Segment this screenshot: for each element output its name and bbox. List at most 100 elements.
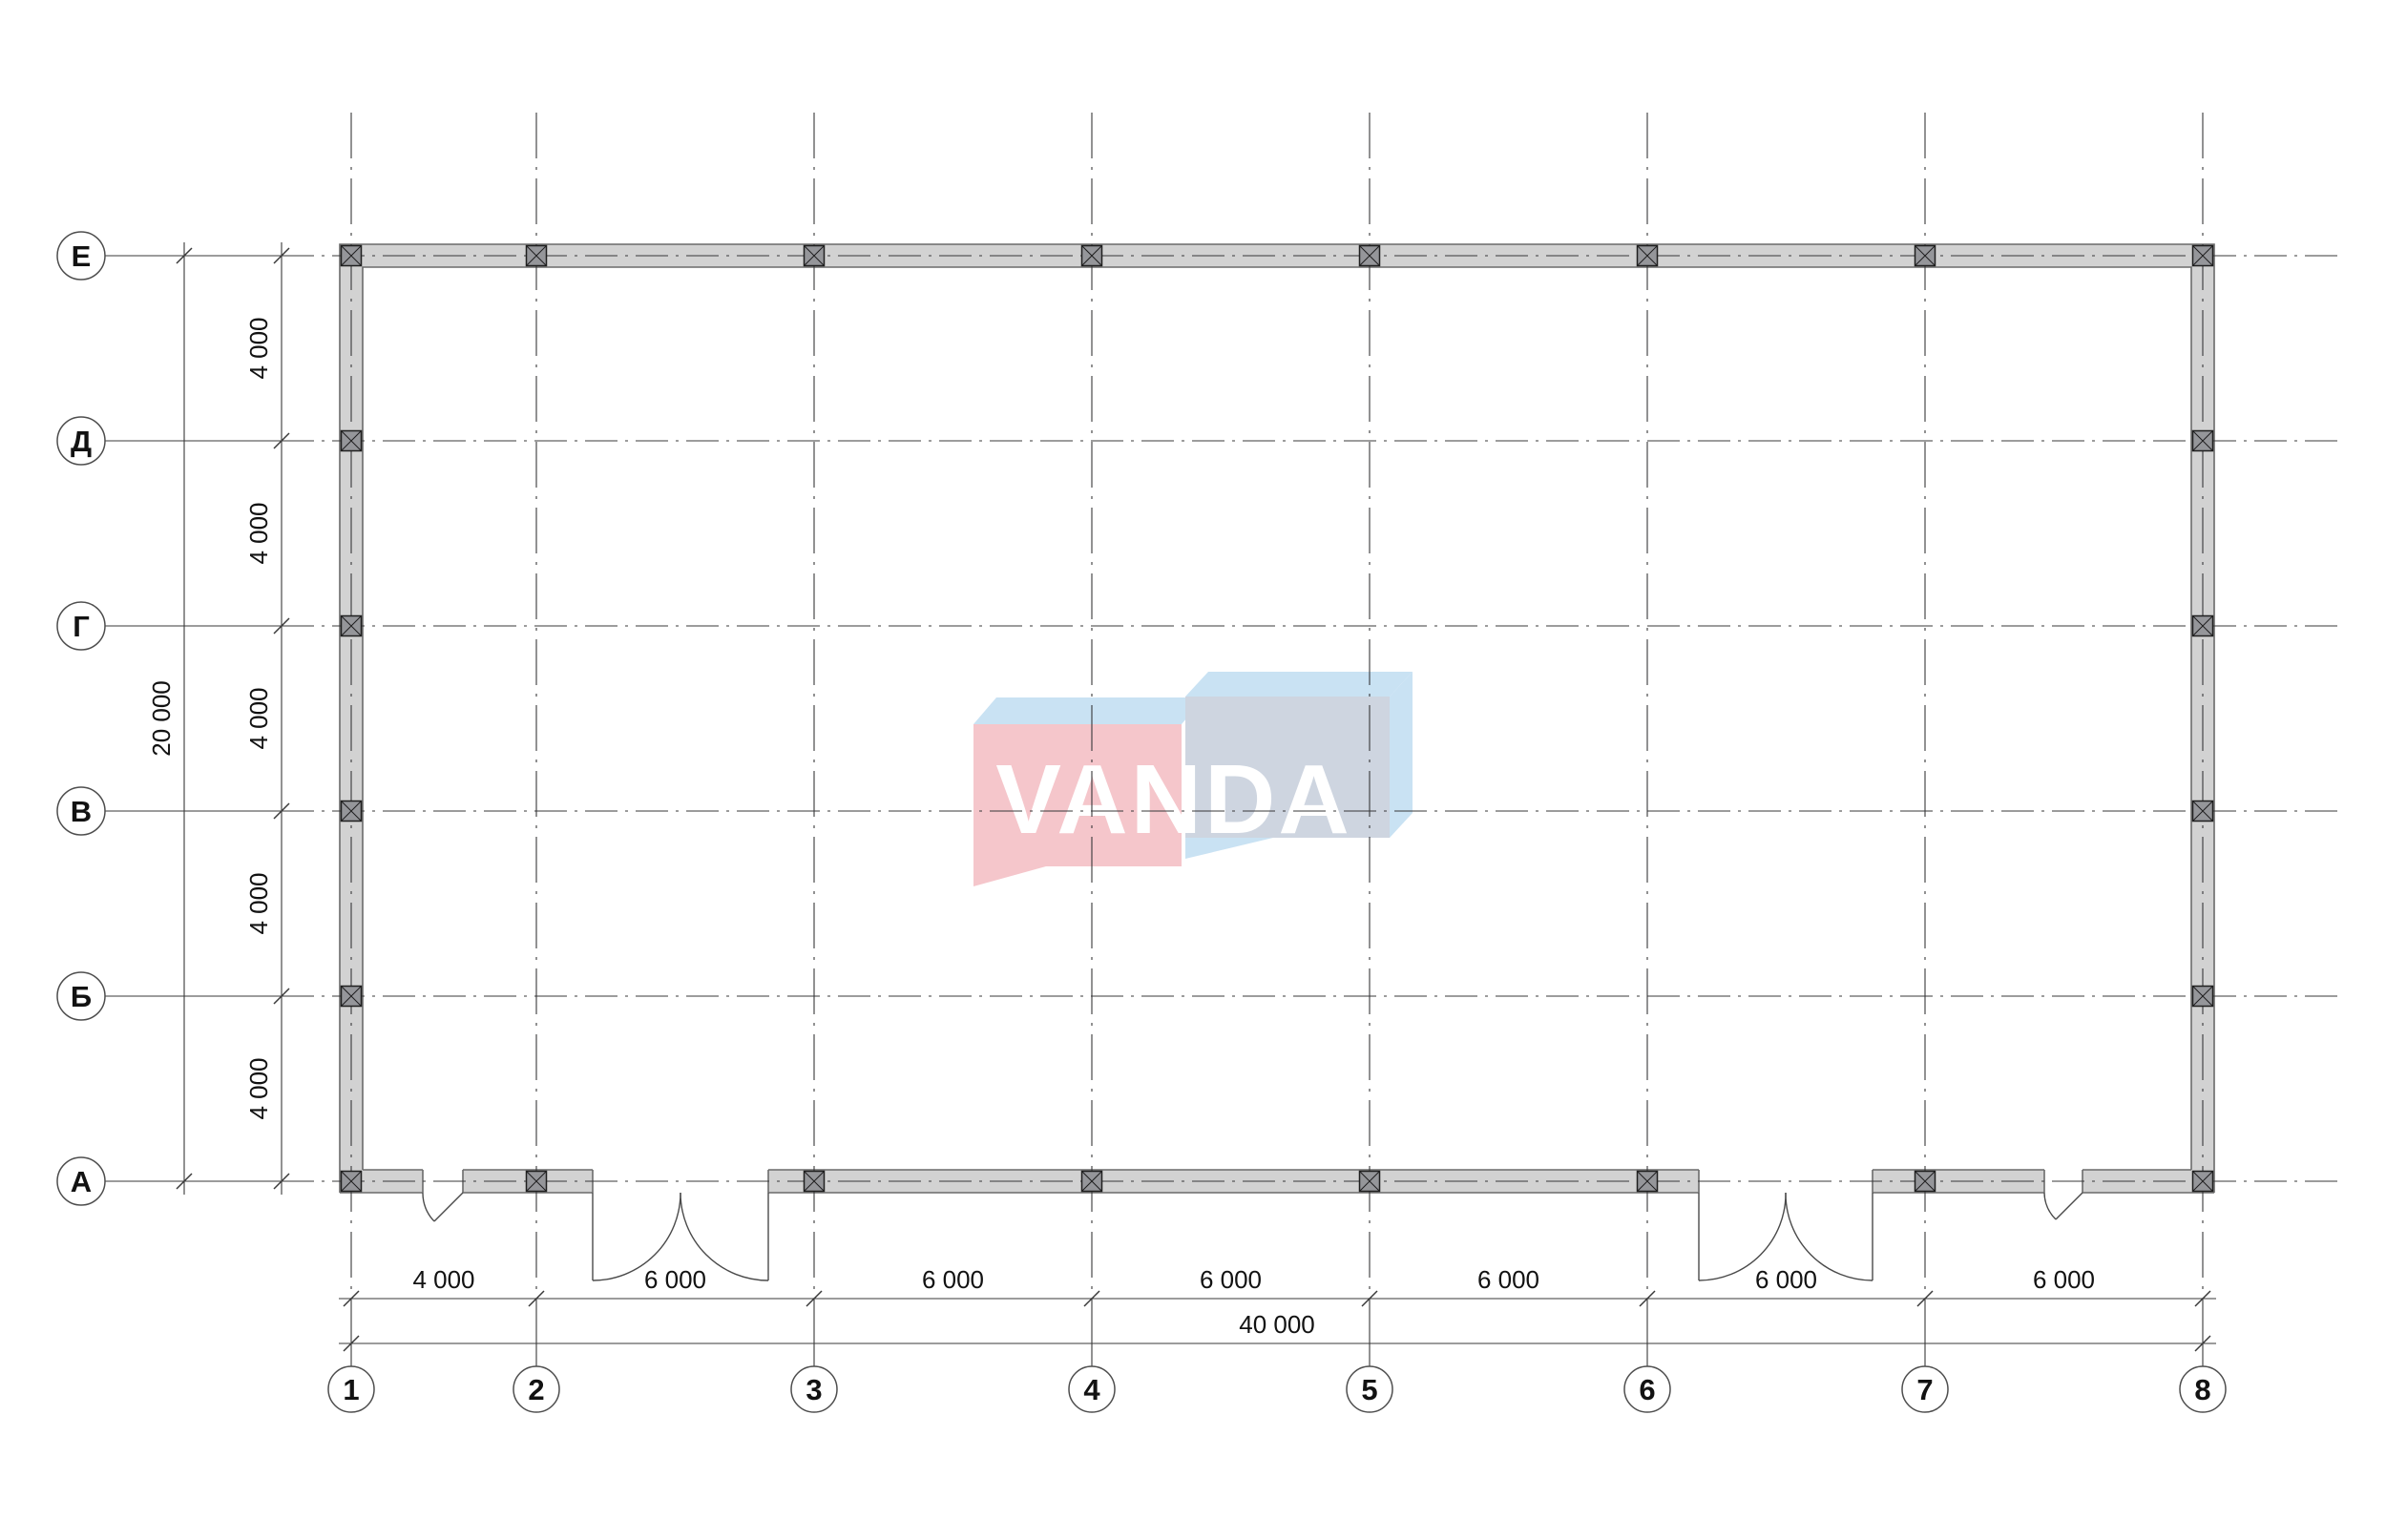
column-marker-cross: [341, 245, 362, 266]
left-dim-label: 4 000: [244, 502, 273, 564]
axis-bubble-col-label: 8: [2194, 1373, 2210, 1406]
axis-bubble-row-Д: [56, 416, 106, 466]
double-door-right-swing-arc: [1785, 1192, 1873, 1281]
wall-bottom-edges: [340, 1169, 423, 1194]
column-marker-cross: [526, 1171, 547, 1192]
column-marker-cross: [1081, 245, 1102, 266]
column-marker-cross: [341, 430, 362, 451]
column-marker-cross: [341, 615, 362, 636]
single-door-leaf: [433, 1192, 464, 1222]
column-marker-cross: [2192, 245, 2213, 266]
single-door-swing-arc: [422, 1192, 435, 1222]
axis-bubble-col-label: 5: [1361, 1373, 1377, 1406]
single-door-leaf: [2055, 1192, 2083, 1220]
dim-tick: [806, 1290, 823, 1307]
left-dim-label: 4 000: [244, 687, 273, 749]
column-marker-cross: [1915, 245, 1936, 266]
dim-tick: [2194, 1335, 2211, 1352]
dim-tick: [343, 1290, 360, 1307]
column-marker-cross: [2192, 430, 2213, 451]
axis-bubble-row-Б: [56, 971, 106, 1021]
dim-tick: [273, 1173, 290, 1190]
double-door-left-swing-arc: [1698, 1192, 1787, 1281]
column-marker-cross: [1359, 1171, 1380, 1192]
column-marker-cross: [341, 986, 362, 1007]
axis-bubble-col-5: [1346, 1365, 1393, 1413]
bottom-dim-label: 6 000: [1755, 1265, 1817, 1294]
bottom-dim-label: 6 000: [644, 1265, 706, 1294]
axis-bubble-col-label: 7: [1916, 1373, 1933, 1406]
wall-bottom-edges: [2083, 1169, 2214, 1194]
axis-bubble-col-1: [327, 1365, 375, 1413]
axis-bubble-row-label: В: [71, 795, 92, 828]
dim-tick: [1083, 1290, 1100, 1307]
bottom-dim-label: 6 000: [2033, 1265, 2095, 1294]
axis-bubble-col-3: [790, 1365, 838, 1413]
bottom-dim-total-label: 40 000: [1239, 1310, 1315, 1339]
bottom-dim-label: 4 000: [412, 1265, 474, 1294]
column-marker-cross: [804, 1171, 825, 1192]
dim-tick: [273, 247, 290, 264]
logo-right-box-bottom-wedge: [1185, 838, 1273, 859]
column-marker-cross: [1359, 245, 1380, 266]
dim-tick: [273, 802, 290, 820]
dim-tick: [176, 1173, 193, 1190]
axis-bubble-row-В: [56, 786, 106, 836]
double-door-right-swing-arc: [680, 1192, 769, 1281]
axis-bubble-col-label: 3: [806, 1373, 822, 1406]
bottom-dim-label: 6 000: [1200, 1265, 1262, 1294]
logo-right-box-side-face: [1390, 672, 1413, 838]
axis-bubble-col-6: [1623, 1365, 1671, 1413]
logo-right-box-top-face: [1185, 672, 1413, 697]
wall-bottom-edges: [768, 1169, 1699, 1194]
column-marker-cross: [526, 245, 547, 266]
axis-bubble-col-label: 1: [343, 1373, 359, 1406]
dim-tick: [273, 432, 290, 449]
wall-bottom-edges: [1873, 1169, 2044, 1194]
axis-bubble-col-4: [1068, 1365, 1116, 1413]
bottom-dim-label: 6 000: [1477, 1265, 1539, 1294]
column-marker-cross: [1637, 245, 1658, 266]
axis-bubble-row-label: Д: [71, 425, 92, 458]
axis-bubble-row-Е: [56, 231, 106, 281]
logo-right-box-front-face: [1185, 697, 1390, 838]
column-marker-cross: [2192, 801, 2213, 822]
axis-bubble-col-label: 4: [1083, 1373, 1100, 1406]
axis-bubble-col-7: [1901, 1365, 1949, 1413]
wall-bottom-edges: [463, 1169, 593, 1194]
column-marker-cross: [1915, 1171, 1936, 1192]
bottom-dim-label: 6 000: [922, 1265, 984, 1294]
column-marker-cross: [2192, 986, 2213, 1007]
dim-tick: [1361, 1290, 1378, 1307]
axis-bubble-col-label: 2: [528, 1373, 544, 1406]
logo-left-box-front-face: [973, 724, 1182, 866]
dim-tick: [1916, 1290, 1934, 1307]
dim-tick: [2194, 1290, 2211, 1307]
axis-bubble-col-2: [513, 1365, 560, 1413]
dim-tick: [343, 1335, 360, 1352]
wall-inner-contour: [362, 266, 2192, 1170]
axis-bubble-col-label: 6: [1639, 1373, 1655, 1406]
double-door-left-swing-arc: [592, 1192, 681, 1281]
left-dim-label: 4 000: [244, 1057, 273, 1119]
dim-tick: [176, 247, 193, 264]
watermark-logo-text: VANDA: [995, 744, 1352, 854]
column-marker-cross: [341, 801, 362, 822]
dim-tick: [1639, 1290, 1656, 1307]
left-dim-label: 4 000: [244, 872, 273, 934]
wall-outer-contour: [339, 243, 2215, 1193]
axis-bubble-row-label: Е: [72, 239, 92, 273]
dim-tick: [273, 988, 290, 1005]
axis-bubble-col-8: [2179, 1365, 2227, 1413]
axis-bubble-row-label: А: [71, 1165, 92, 1198]
column-marker-cross: [2192, 1171, 2213, 1192]
logo-left-box-bottom-wedge: [973, 866, 1046, 886]
axis-bubble-row-Г: [56, 601, 106, 651]
left-dim-total-label: 20 000: [147, 680, 176, 757]
column-marker-cross: [804, 245, 825, 266]
column-marker-cross: [1081, 1171, 1102, 1192]
column-marker-cross: [341, 1171, 362, 1192]
axis-bubble-row-label: Г: [73, 610, 90, 643]
